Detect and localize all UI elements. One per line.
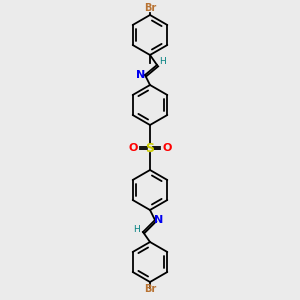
Text: Br: Br <box>144 284 156 294</box>
Text: Br: Br <box>144 3 156 13</box>
Text: N: N <box>154 215 164 225</box>
Text: O: O <box>128 143 138 153</box>
Text: N: N <box>136 70 146 80</box>
Text: S: S <box>146 142 154 154</box>
Text: O: O <box>162 143 172 153</box>
Text: H: H <box>160 58 167 67</box>
Text: H: H <box>134 224 140 233</box>
